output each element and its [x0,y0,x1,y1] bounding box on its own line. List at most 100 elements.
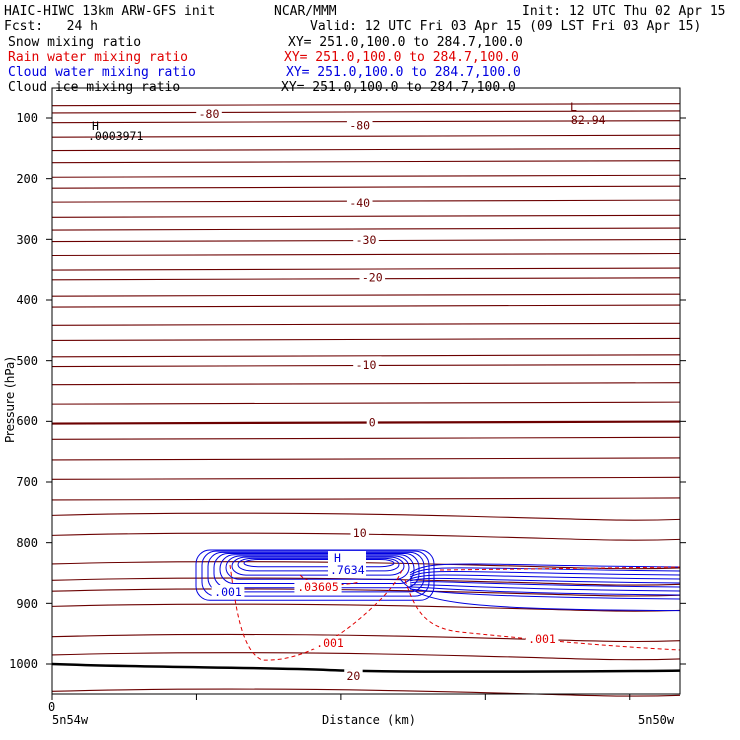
y-tick-label: 600 [16,414,38,428]
ground-line [51,662,681,674]
cloud-water-label-bg [211,585,245,598]
cloud-water-contours [195,549,681,612]
isotherm-label: 20 [347,669,361,683]
cloud-water-contour [409,567,681,576]
plot-border [51,87,681,695]
isotherm-label-bg [366,415,378,429]
rain-max-label: .03605 [297,580,339,594]
isotherm-label-bg [196,106,222,120]
y-axis-title: Pressure (hPa) [3,357,17,443]
isotherm-line [51,174,681,178]
field-cloud-xy: XY= 251.0,100.0 to 284.7,100.0 [286,65,521,80]
cloud-water-label: .001 [214,585,242,599]
rain-water-contour [439,566,681,571]
center-label: NCAR/MMM [274,4,337,19]
rain-water-label-bg [525,632,559,645]
isotherm-line [51,160,681,164]
temp-min-value: -82.94 [564,113,606,127]
y-tick-label: 700 [16,475,38,489]
isotherm-label-bg [346,118,373,132]
field-rain-xy: XY= 251.0,100.0 to 284.7,100.0 [284,50,519,65]
x-axis-title: Distance (km) [322,713,416,727]
isotherm-label: -30 [356,233,377,247]
cloud-water-contour [243,559,395,568]
field-snow-name: Snow mixing ratio [8,35,142,50]
cloud-water-contour [231,556,405,576]
forecast-hour: Fcst: 24 h [4,19,98,34]
isotherm-line [51,652,681,661]
y-tick-label: 500 [16,354,38,368]
surface-line [51,662,681,674]
plot-frame: Pressure (hPa) [3,87,686,700]
valid-time: Valid: 12 UTC Fri 03 Apr 15 (09 LST Fri … [310,19,702,34]
temperature-isotherms [51,103,681,697]
isotherm-line [51,304,681,308]
isotherm-line [51,420,681,425]
isotherm-line [51,577,681,586]
isotherm-label: -40 [349,196,370,210]
isotherm-line [51,110,681,114]
isotherm-label: -20 [362,271,383,285]
isotherm-line [51,322,681,326]
x-right-label: 5n50w [638,713,675,727]
isotherm-line [51,457,681,461]
isotherm-label: 10 [353,526,367,540]
y-tick-label: 400 [16,293,38,307]
cloud-water-contour [409,586,681,596]
isotherm-line [51,436,681,440]
cloud-water-contour [409,581,681,588]
temp-min-marker: L [570,100,577,114]
rain-water-contour [229,564,403,661]
isotherm-label-bg [353,357,379,371]
isotherm-line [51,267,681,271]
rain-water-label: .001 [316,636,344,650]
cloud-water-contour [237,557,400,572]
isotherm-line [51,401,681,405]
cloud-max-bg [328,551,366,577]
isotherm-line [51,354,681,358]
isotherm-line [51,497,681,501]
x-left-label: 5n54w [52,713,89,727]
snow-max-value: .0003971 [88,129,143,143]
cloud-water-contour [399,578,681,612]
isotherm-label-bg [344,669,363,683]
isotherm-line [51,185,681,189]
rain-water-contour [404,579,681,651]
isotherm-line [51,147,681,152]
isotherm-line [51,103,681,107]
isotherm-line [51,603,681,612]
isotherm-label: -80 [349,118,370,132]
y-tick-label: 800 [16,536,38,550]
isotherm-line [51,134,681,138]
cloud-water-contour [201,550,430,597]
isotherm-label: -80 [199,107,220,121]
model-title: HAIC-HIWC 13km ARW-GFS init [4,4,216,19]
isotherm-line [51,476,681,480]
isotherm-line [51,688,681,697]
snow-max-marker: H [92,119,99,133]
isotherm-line [51,633,681,643]
field-rain-name: Rain water mixing ratio [8,50,189,65]
isotherm-label: -10 [356,358,377,372]
cloud-max-value: .7634 [330,563,365,577]
y-tick-label: 200 [16,172,38,186]
isotherm-line [51,293,681,297]
init-time: Init: 12 UTC Thu 02 Apr 15 [522,4,726,19]
cloud-water-contour [409,574,681,580]
cloud-water-contour [409,588,681,600]
isotherm-label-bg [350,525,369,539]
isotherm-line [51,337,681,341]
cloud-water-contour [409,570,681,578]
isotherm-label-bg [346,195,373,209]
y-tick-label: 1000 [9,657,38,671]
isotherm-line [51,561,681,570]
x-zero-label: 0 [48,700,56,714]
cloud-water-contour [225,555,410,580]
isotherm-line [51,512,681,521]
rain-water-label-bg [313,636,347,649]
cloud-water-contour [409,563,681,574]
y-tick-label: 300 [16,233,38,247]
isotherm-line [51,532,681,541]
cloud-water-contour [409,584,681,592]
